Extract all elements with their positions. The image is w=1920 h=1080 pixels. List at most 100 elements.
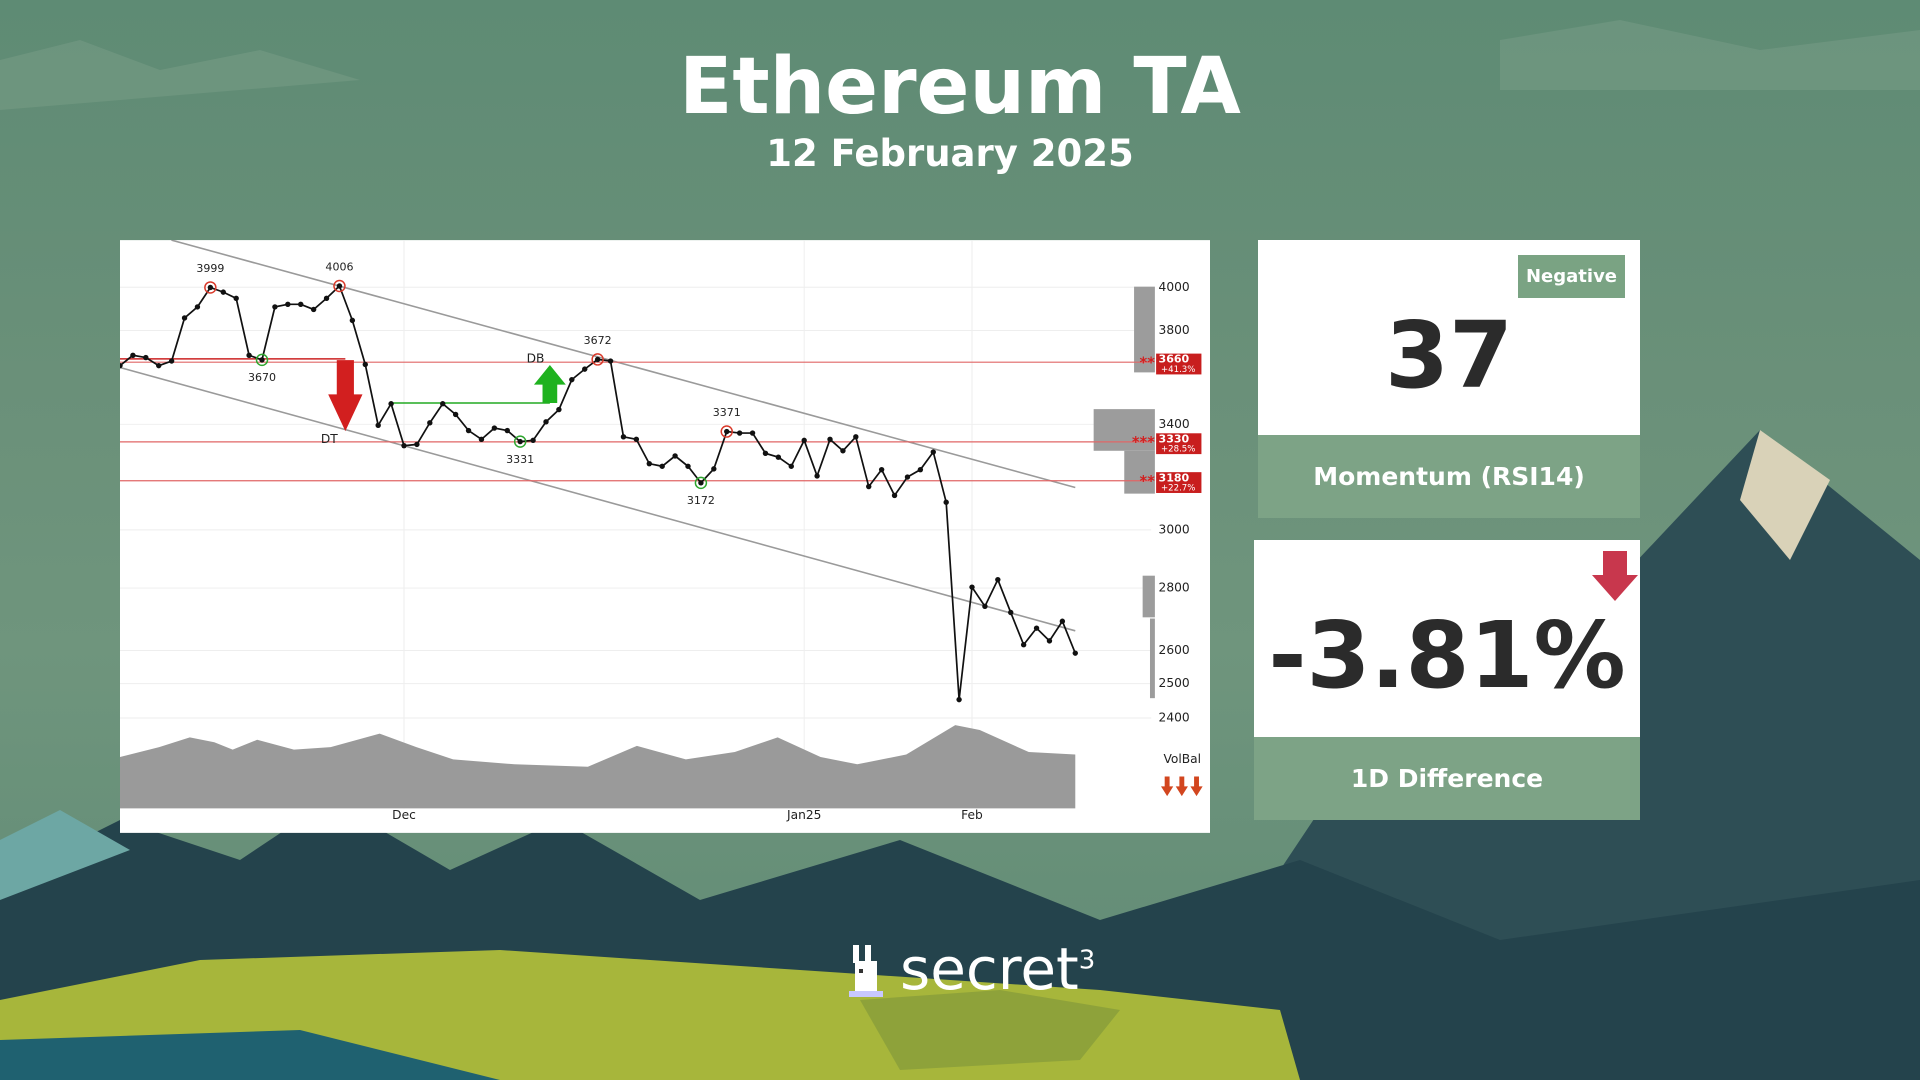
price-point xyxy=(220,289,226,295)
level-marker: ** xyxy=(1140,354,1156,371)
level-marker: *** xyxy=(1132,434,1155,451)
volbal-arrows xyxy=(1161,776,1203,797)
price-point xyxy=(504,427,510,434)
pivot-marker xyxy=(720,425,733,438)
price-point xyxy=(362,361,368,368)
price-point xyxy=(336,283,343,289)
logo-icon xyxy=(849,945,883,997)
price-point xyxy=(1033,625,1040,631)
price-point xyxy=(440,401,446,407)
price-point xyxy=(775,454,782,460)
price-point xyxy=(543,419,549,425)
price-point xyxy=(310,306,317,313)
chart-bg xyxy=(120,240,1210,833)
y-tick-label: 2500 xyxy=(1159,676,1190,690)
y-tick-label: 4000 xyxy=(1159,280,1190,294)
badge: Negative xyxy=(1518,255,1625,298)
pivot-marker xyxy=(591,353,604,366)
price-point xyxy=(969,584,975,590)
card-value: -3.81% xyxy=(1268,601,1626,709)
chart: 4000 3800 3400 3000 2800 2600 2500 2400 Dec Jan25… xyxy=(120,240,1210,833)
channel-line xyxy=(171,240,1076,489)
data-label: 3371 xyxy=(713,406,741,419)
price-point xyxy=(233,295,239,301)
pivot-marker xyxy=(255,353,269,367)
price-point xyxy=(130,352,136,358)
levels: ** 3660+41.3%*** 3330+28.5%** 3180+22.7% xyxy=(120,353,1202,494)
price-point xyxy=(582,366,588,372)
y-tick-label: 3000 xyxy=(1159,522,1190,536)
price-point xyxy=(1072,650,1078,656)
card: Negative 37 xyxy=(1258,240,1640,435)
logo-text: secret xyxy=(900,935,1079,1003)
y-tick-label: 2600 xyxy=(1159,643,1190,657)
y-tick-label: 2800 xyxy=(1159,581,1190,595)
pivot-marker xyxy=(204,281,217,294)
level-change: +28.5% xyxy=(1161,445,1195,455)
card: -3.81% xyxy=(1254,540,1640,737)
price-point xyxy=(465,427,472,434)
price-point xyxy=(414,441,420,448)
price-point xyxy=(943,499,949,505)
price-point xyxy=(452,411,459,418)
pivot-marker xyxy=(333,279,346,293)
price-point xyxy=(749,430,756,436)
price-point xyxy=(827,436,833,443)
price-point xyxy=(349,317,356,324)
price-point xyxy=(788,463,794,469)
grid: 4000 3800 3400 3000 2800 2600 2500 2400 Dec Jan25… xyxy=(120,240,1190,822)
pivot-marker xyxy=(513,435,527,448)
price-point xyxy=(1020,642,1027,648)
price-point xyxy=(685,463,691,469)
data-label: 3670 xyxy=(248,371,276,384)
level-box xyxy=(1156,433,1202,455)
card-value: 37 xyxy=(1384,301,1514,409)
price-point xyxy=(259,357,265,363)
logo-superscript: 3 xyxy=(1078,945,1096,976)
price-point xyxy=(168,358,175,364)
price-point xyxy=(620,434,627,440)
db-arrow xyxy=(533,365,566,404)
down-arrow xyxy=(1592,551,1638,601)
price-point xyxy=(298,301,304,307)
price-point xyxy=(659,463,665,469)
channel-line xyxy=(120,366,1076,632)
card-label: 1D Difference xyxy=(1254,737,1640,820)
price-point xyxy=(207,284,214,291)
price-point xyxy=(724,428,730,435)
x-tick-label: Feb xyxy=(961,808,983,822)
data-label: 3331 xyxy=(506,453,534,466)
price-point xyxy=(672,453,678,459)
price-point xyxy=(594,356,601,363)
price-point xyxy=(866,483,872,490)
card-label: Momentum (RSI14) xyxy=(1258,435,1640,518)
price-point xyxy=(427,420,433,426)
price-point xyxy=(120,362,123,369)
price-point xyxy=(930,449,936,455)
data-label: 3172 xyxy=(687,494,715,507)
price-point xyxy=(995,576,1001,583)
dt-arrow xyxy=(328,360,363,432)
level-label: 3180 xyxy=(1159,471,1190,484)
price-point xyxy=(891,492,898,499)
x-tick-label: Jan25 xyxy=(786,808,821,822)
annotation: DB xyxy=(527,351,545,365)
price-point xyxy=(633,436,640,443)
price-point xyxy=(272,304,278,310)
price-point xyxy=(556,406,562,413)
price-point xyxy=(607,358,614,364)
price-point xyxy=(736,430,743,436)
price-point xyxy=(904,474,911,480)
title: Ethereum TA xyxy=(679,42,1241,132)
x-tick-label: Dec xyxy=(392,808,416,822)
price-point xyxy=(698,480,704,486)
price-point xyxy=(853,434,859,440)
price-point xyxy=(181,315,188,321)
price-point xyxy=(388,401,394,407)
data-label: 3672 xyxy=(584,334,612,347)
series: 3999 3670 4006 3331 3672 3172 3371 xyxy=(120,261,1078,703)
level-marker: ** xyxy=(1140,473,1156,490)
price-point xyxy=(646,460,652,467)
price-point xyxy=(814,473,820,479)
